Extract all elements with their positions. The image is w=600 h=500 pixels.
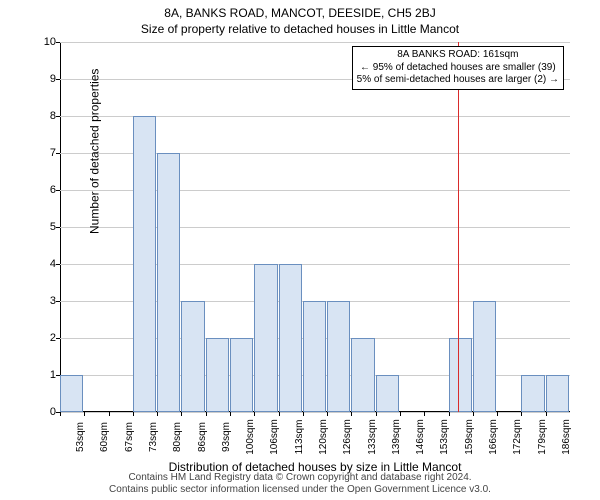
x-tick-label: 86sqm: [197, 422, 208, 452]
y-tick-mark: [56, 42, 60, 43]
x-tick-mark: [206, 412, 207, 416]
y-tick-label: 0: [34, 406, 56, 418]
y-tick-label: 6: [34, 184, 56, 196]
x-tick-label: 100sqm: [245, 419, 256, 455]
histogram-bar: [157, 153, 180, 412]
x-tick-mark: [546, 412, 547, 416]
x-tick-label: 73sqm: [148, 422, 159, 452]
x-tick-mark: [303, 412, 304, 416]
x-tick-mark: [327, 412, 328, 416]
chart-title-sub: Size of property relative to detached ho…: [0, 20, 600, 36]
chart-area: 01234567891053sqm60sqm67sqm73sqm80sqm86s…: [60, 42, 570, 412]
callout-line: 8A BANKS ROAD: 161sqm: [357, 49, 559, 62]
histogram-bar: [181, 301, 204, 412]
x-tick-label: 153sqm: [439, 419, 450, 455]
histogram-bar: [351, 338, 374, 412]
histogram-bar: [546, 375, 569, 412]
x-tick-mark: [279, 412, 280, 416]
histogram-bar: [254, 264, 277, 412]
histogram-bar: [473, 301, 496, 412]
y-axis-label: Number of detached properties: [88, 69, 102, 234]
x-tick-label: 126sqm: [342, 419, 353, 455]
x-tick-label: 53sqm: [75, 422, 86, 452]
x-tick-mark: [521, 412, 522, 416]
histogram-bar: [303, 301, 326, 412]
y-tick-label: 7: [34, 147, 56, 159]
x-tick-label: 166sqm: [488, 419, 499, 455]
y-tick-label: 10: [34, 36, 56, 48]
x-tick-mark: [109, 412, 110, 416]
y-tick-mark: [56, 338, 60, 339]
y-tick-mark: [56, 264, 60, 265]
x-tick-label: 139sqm: [391, 419, 402, 455]
callout-line: 5% of semi-detached houses are larger (2…: [357, 74, 559, 87]
histogram-bar: [230, 338, 253, 412]
x-tick-mark: [230, 412, 231, 416]
x-tick-label: 60sqm: [99, 422, 110, 452]
footer-line-2: Contains public sector information licen…: [0, 484, 600, 496]
x-tick-mark: [181, 412, 182, 416]
x-tick-label: 106sqm: [269, 419, 280, 455]
x-tick-mark: [254, 412, 255, 416]
x-tick-mark: [157, 412, 158, 416]
histogram-bar: [376, 375, 399, 412]
y-tick-label: 2: [34, 332, 56, 344]
y-tick-mark: [56, 153, 60, 154]
y-tick-label: 3: [34, 295, 56, 307]
histogram-bar: [449, 338, 472, 412]
y-tick-label: 8: [34, 110, 56, 122]
histogram-bar: [327, 301, 350, 412]
x-tick-mark: [400, 412, 401, 416]
x-tick-label: 93sqm: [221, 422, 232, 452]
plot-region: 01234567891053sqm60sqm67sqm73sqm80sqm86s…: [60, 42, 570, 412]
y-tick-mark: [56, 301, 60, 302]
y-tick-label: 9: [34, 73, 56, 85]
histogram-bar: [206, 338, 229, 412]
footer-attribution: Contains HM Land Registry data © Crown c…: [0, 472, 600, 496]
x-tick-label: 80sqm: [172, 422, 183, 452]
x-tick-label: 113sqm: [294, 420, 305, 455]
x-tick-mark: [60, 412, 61, 416]
footer-line-1: Contains HM Land Registry data © Crown c…: [0, 472, 600, 484]
x-tick-mark: [497, 412, 498, 416]
callout-line: ← 95% of detached houses are smaller (39…: [357, 62, 559, 75]
x-tick-mark: [351, 412, 352, 416]
x-tick-label: 67sqm: [124, 422, 135, 452]
x-tick-mark: [133, 412, 134, 416]
x-tick-mark: [449, 412, 450, 416]
x-tick-mark: [424, 412, 425, 416]
x-tick-label: 133sqm: [367, 419, 378, 455]
y-tick-label: 1: [34, 369, 56, 381]
chart-title-main: 8A, BANKS ROAD, MANCOT, DEESIDE, CH5 2BJ: [0, 0, 600, 20]
gridline: [60, 412, 570, 413]
y-tick-mark: [56, 116, 60, 117]
x-tick-mark: [376, 412, 377, 416]
x-tick-mark: [84, 412, 85, 416]
y-tick-mark: [56, 227, 60, 228]
x-tick-label: 159sqm: [464, 419, 475, 455]
x-tick-mark: [473, 412, 474, 416]
x-tick-label: 186sqm: [561, 419, 572, 455]
histogram-bar: [521, 375, 544, 412]
reference-marker-line: [458, 42, 459, 412]
x-tick-label: 179sqm: [537, 419, 548, 455]
y-tick-mark: [56, 79, 60, 80]
callout-box: 8A BANKS ROAD: 161sqm← 95% of detached h…: [352, 46, 564, 90]
x-tick-label: 172sqm: [512, 419, 523, 455]
gridline: [60, 42, 570, 43]
y-tick-mark: [56, 190, 60, 191]
histogram-bar: [279, 264, 302, 412]
x-tick-label: 120sqm: [318, 419, 329, 455]
y-tick-label: 5: [34, 221, 56, 233]
y-tick-label: 4: [34, 258, 56, 270]
histogram-bar: [60, 375, 83, 412]
x-tick-label: 146sqm: [415, 419, 426, 455]
histogram-bar: [133, 116, 156, 412]
